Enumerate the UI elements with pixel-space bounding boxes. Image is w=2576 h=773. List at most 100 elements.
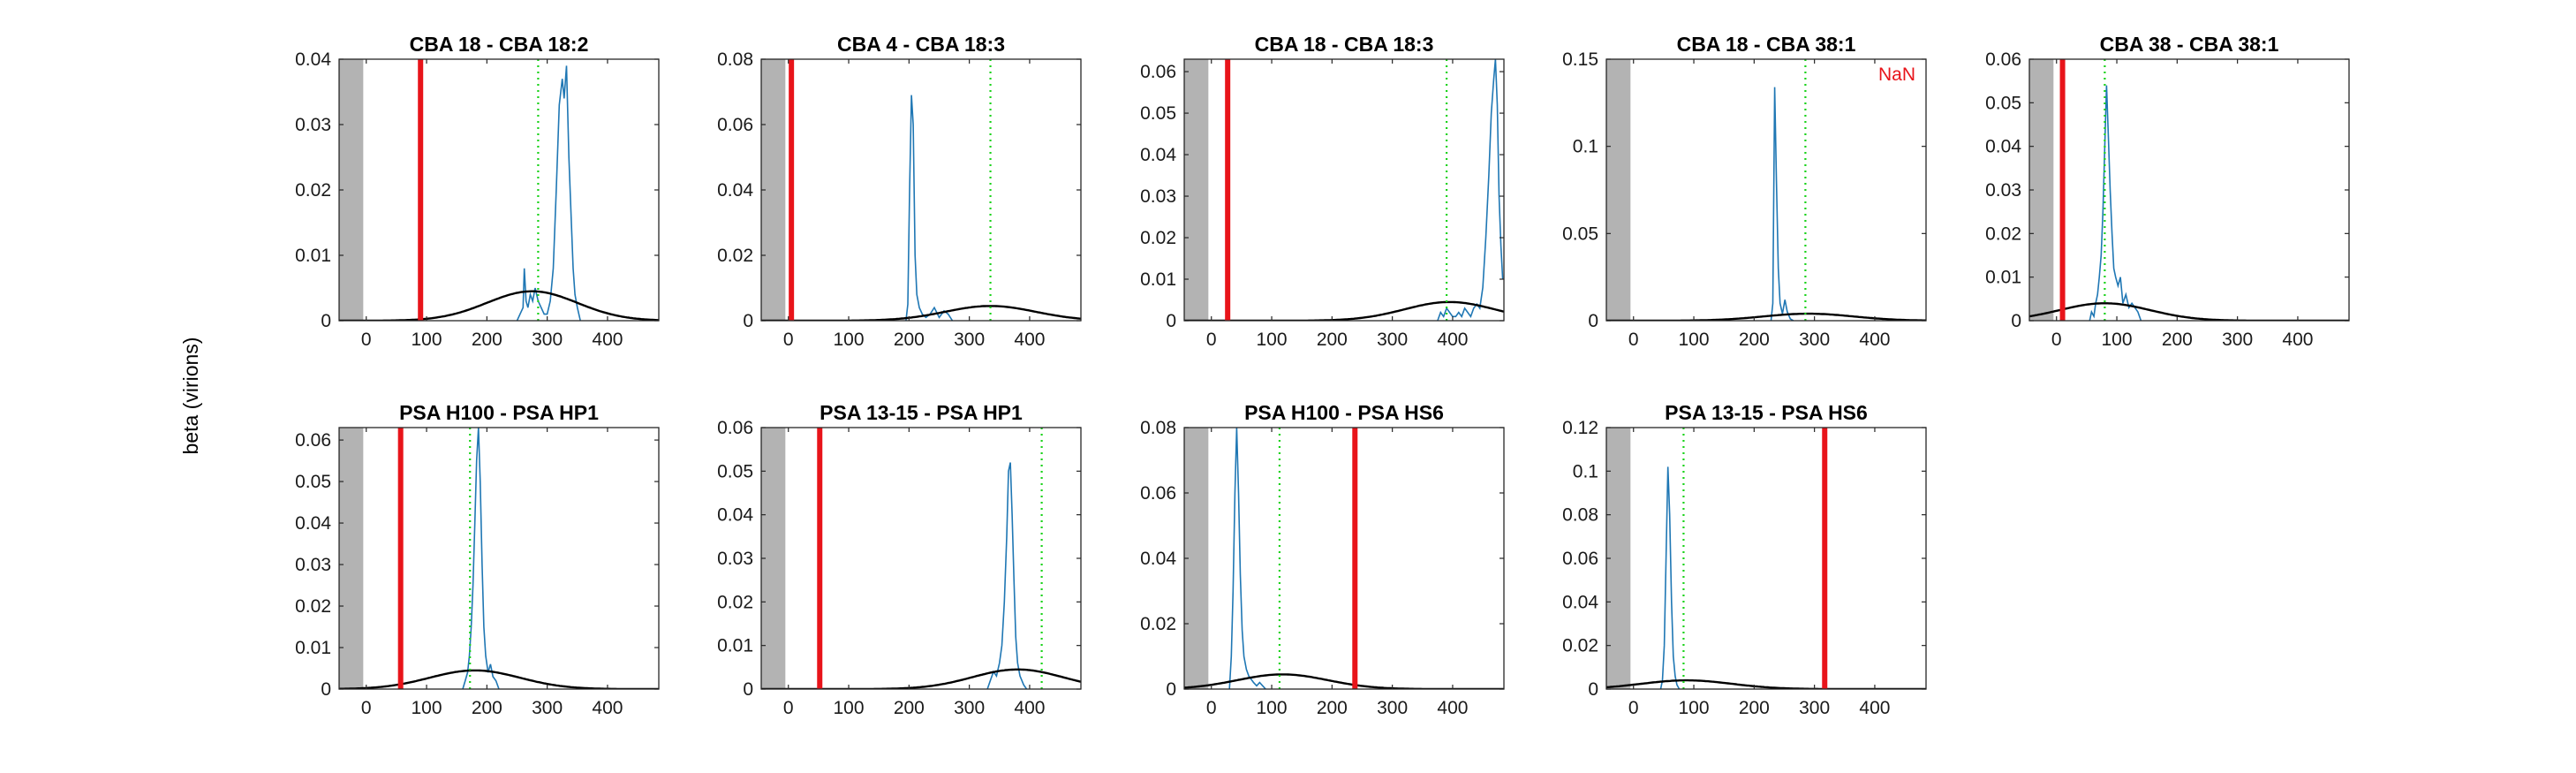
subplot-4: 0 100 200 300 400 0 0.05 0.1 0.15 CBA 18 - CBA 38…: [1562, 33, 1927, 350]
y-tick-label: 0.05: [717, 461, 753, 481]
y-tick-label: 0.06: [1140, 62, 1176, 82]
x-tick-label: 400: [2282, 330, 2313, 350]
y-tick-label: 0.03: [717, 549, 753, 569]
y-tick-label: 0: [1166, 679, 1176, 700]
subplot-8: 0 100 200 300 400 0 0.02 0.04 0.06 0.08 PSA H100 -…: [1140, 401, 1505, 718]
subplot-title: PSA 13-15 - PSA HP1: [820, 401, 1023, 424]
plot-content: [1184, 428, 1504, 689]
x-tick-label: 0: [361, 330, 372, 350]
x-tick-label: 100: [1679, 330, 1710, 350]
y-tick-label: 0.05: [1985, 93, 2021, 113]
x-tick-label: 200: [894, 330, 925, 350]
x-tick-label: 300: [1377, 698, 1408, 718]
plot-area: [1606, 59, 1926, 321]
histogram-series: [516, 65, 581, 321]
plot-area: [761, 59, 1081, 321]
subplot-1: 0 100 200 300 400 0 0.01 0.02 0.03 0.04 CBA 18 - C…: [295, 33, 660, 350]
x-tick-label: 0: [361, 698, 372, 718]
subplot-3: 0 100 200 300 400 0 0.01 0.02 0.03 0.04 0.05 0.06 CB…: [1140, 33, 1505, 350]
y-tick-label: 0.06: [1562, 549, 1598, 569]
subplot-title: PSA 13-15 - PSA HS6: [1665, 401, 1868, 424]
y-tick-label: 0.03: [1140, 186, 1176, 207]
y-tick-label: 0.06: [1140, 483, 1176, 504]
gaussian-fit-series: [761, 668, 1081, 689]
y-tick-label: 0.06: [1985, 49, 2021, 70]
subplot-title: CBA 4 - CBA 18:3: [837, 33, 1005, 56]
x-tick-label: 400: [1859, 698, 1890, 718]
subplot-title: PSA H100 - PSA HP1: [399, 401, 599, 424]
x-tick-label: 100: [1679, 698, 1710, 718]
x-tick-label: 300: [1799, 330, 1830, 350]
x-tick-label: 100: [834, 698, 865, 718]
subplot-title: CBA 18 - CBA 18:2: [410, 33, 589, 56]
y-tick-label: 0.06: [717, 418, 753, 438]
y-tick-label: 0.04: [295, 513, 331, 534]
nan-annotation: NaN: [1878, 64, 1915, 85]
y-tick-label: 0: [1588, 679, 1598, 700]
y-tick-label: 0.04: [1140, 549, 1176, 569]
y-tick-label: 0.15: [1562, 49, 1598, 70]
x-tick-label: 0: [1628, 698, 1639, 718]
y-tick-label: 0.02: [295, 180, 331, 201]
x-tick-label: 200: [894, 698, 925, 718]
x-tick-label: 200: [1739, 698, 1770, 718]
x-tick-label: 100: [1257, 330, 1288, 350]
x-tick-label: 400: [1859, 330, 1890, 350]
y-tick-label: 0.02: [1140, 228, 1176, 248]
y-tick-label: 0.01: [295, 246, 331, 266]
y-tick-label: 0: [321, 679, 331, 700]
x-tick-label: 300: [954, 698, 985, 718]
x-tick-label: 200: [1317, 330, 1348, 350]
y-tick-label: 0.01: [717, 636, 753, 656]
subplot-title: CBA 38 - CBA 38:1: [2100, 33, 2279, 56]
y-tick-label: 0.02: [717, 592, 753, 612]
x-tick-label: 200: [2162, 330, 2193, 350]
plot-area: [339, 59, 659, 321]
gaussian-fit-series: [1184, 673, 1504, 689]
y-tick-label: 0.04: [1562, 592, 1598, 612]
histogram-series: [905, 95, 954, 321]
x-tick-label: 300: [532, 698, 563, 718]
subplot-title: CBA 18 - CBA 18:3: [1255, 33, 1434, 56]
y-tick-label: 0.04: [295, 49, 331, 70]
y-tick-label: 0.08: [1140, 418, 1176, 438]
x-tick-label: 100: [412, 330, 442, 350]
y-tick-label: 0.08: [717, 49, 753, 70]
axes-box: [1183, 58, 1505, 322]
plot-area: [1184, 59, 1504, 321]
x-tick-label: 200: [1317, 698, 1348, 718]
y-tick-label: 0.05: [1562, 224, 1598, 244]
x-tick-label: 400: [1014, 330, 1045, 350]
axes-box: [1605, 58, 1927, 322]
y-tick-label: 0.02: [1562, 636, 1598, 656]
histogram-series: [1659, 466, 1681, 689]
x-tick-label: 400: [1437, 698, 1468, 718]
y-tick-label: 0: [1166, 311, 1176, 331]
x-tick-label: 100: [834, 330, 865, 350]
axes-box: [338, 427, 660, 690]
x-tick-label: 0: [783, 330, 794, 350]
x-tick-label: 300: [2222, 330, 2253, 350]
x-tick-label: 300: [1799, 698, 1830, 718]
x-tick-label: 400: [1437, 330, 1468, 350]
subplot-title: CBA 18 - CBA 38:1: [1677, 33, 1856, 56]
figure-ylabel: beta (virions): [179, 337, 202, 455]
histogram-series: [1228, 428, 1266, 689]
x-tick-label: 300: [954, 330, 985, 350]
y-tick-label: 0.05: [295, 472, 331, 492]
x-tick-label: 0: [1628, 330, 1639, 350]
x-tick-label: 400: [1014, 698, 1045, 718]
y-tick-label: 0.02: [717, 246, 753, 266]
plot-content: [1184, 59, 1504, 321]
x-tick-label: 200: [472, 330, 502, 350]
x-tick-label: 400: [592, 330, 623, 350]
y-tick-label: 0.03: [1985, 180, 2021, 201]
histogram-series: [462, 428, 500, 689]
plot-content: [339, 59, 659, 321]
shaded-region: [339, 428, 364, 689]
y-tick-label: 0.06: [295, 430, 331, 451]
y-tick-label: 0.04: [717, 180, 753, 201]
gaussian-fit-series: [2029, 302, 2349, 321]
plot-content: [1606, 59, 1926, 321]
